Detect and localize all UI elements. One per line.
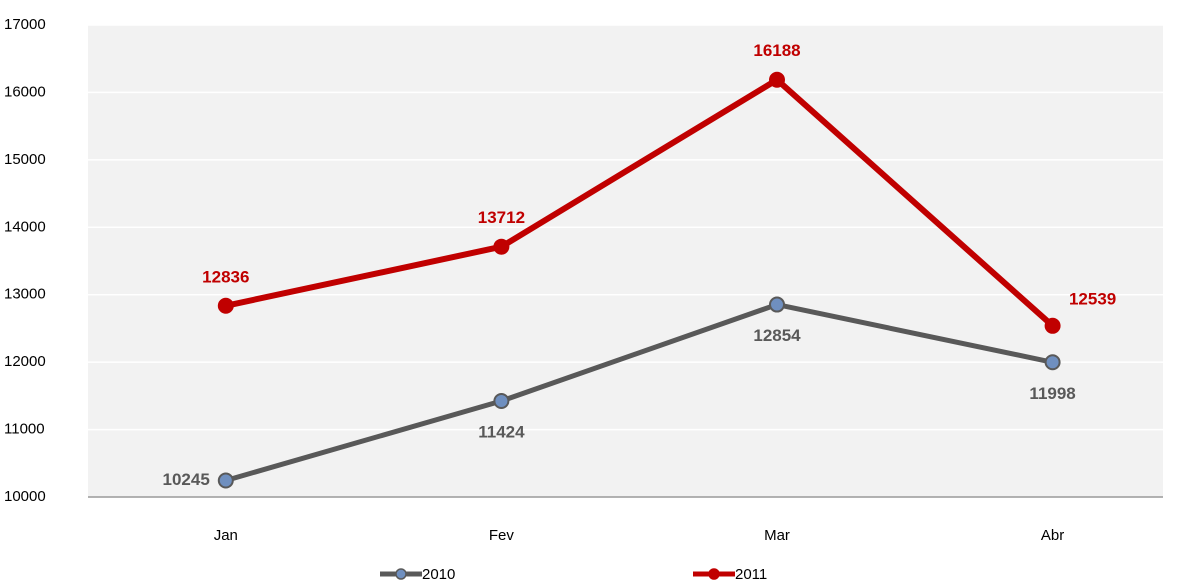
x-tick-label: Jan [214, 527, 238, 544]
legend-marker [395, 568, 407, 580]
data-label: 12539 [1069, 289, 1116, 308]
series-line [225, 302, 1054, 483]
data-label: 12854 [753, 326, 801, 345]
data-label: 12836 [202, 267, 249, 286]
legend-label: 2011 [735, 566, 767, 583]
data-label: 16188 [753, 41, 800, 60]
legend-marker [708, 568, 720, 580]
x-tick-label: Mar [764, 527, 790, 544]
marker [769, 296, 785, 313]
data-label: 11424 [478, 422, 525, 441]
y-tick-label: 16000 [4, 83, 46, 100]
y-tick-label: 13000 [4, 286, 46, 303]
y-tick-label: 11000 [4, 421, 45, 438]
y-tick-label: 10000 [4, 488, 46, 505]
x-tick-label: Fev [489, 527, 515, 544]
marker [1044, 317, 1061, 334]
marker [217, 472, 234, 489]
y-tick-label: 14000 [4, 218, 46, 235]
marker [493, 238, 510, 255]
series-line [225, 76, 1055, 329]
data-label: 13712 [478, 208, 525, 227]
plot-area [88, 25, 1163, 497]
marker [769, 71, 785, 88]
y-tick-label: 17000 [4, 16, 46, 33]
marker [1044, 354, 1061, 371]
marker [493, 392, 510, 409]
legend-label: 2010 [422, 566, 455, 583]
data-label: 10245 [163, 470, 210, 489]
x-tick-label: Abr [1041, 527, 1064, 544]
y-tick-label: 12000 [4, 353, 46, 370]
data-label: 11998 [1029, 384, 1075, 403]
marker [217, 297, 234, 314]
y-tick-label: 15000 [4, 151, 46, 168]
